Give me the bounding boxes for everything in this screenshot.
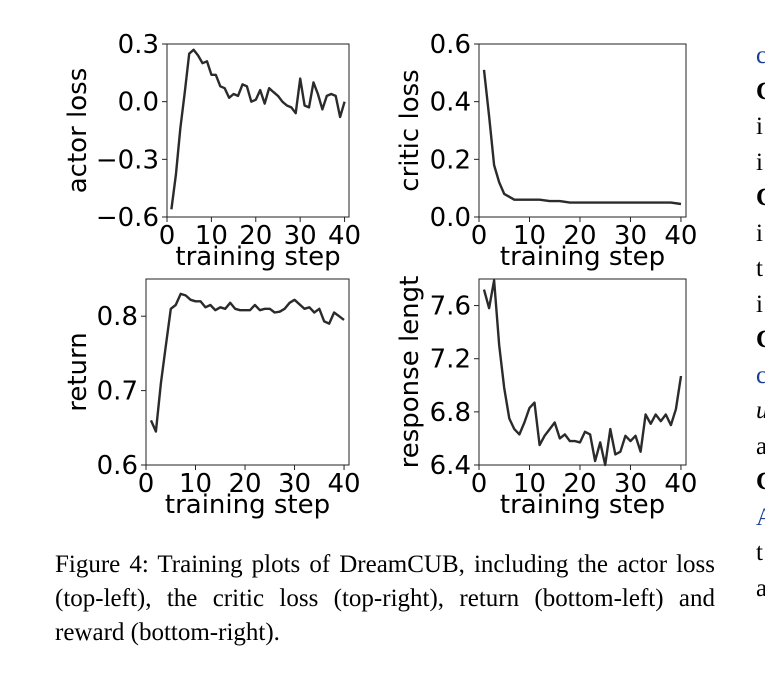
return-xtick-label: 20 bbox=[228, 469, 261, 499]
clipped-text-fragment: i bbox=[756, 219, 763, 247]
clipped-text-fragment: c bbox=[756, 42, 765, 69]
return-series-line bbox=[149, 292, 345, 433]
clipped-text-fragment: a bbox=[756, 432, 765, 460]
critic-xtick-label: 0 bbox=[471, 221, 488, 251]
critic-xtick-label: 20 bbox=[563, 221, 596, 251]
actor-xtick-label: 0 bbox=[159, 221, 176, 251]
return-axes-frame bbox=[145, 278, 350, 466]
actor-ytick-label: −0.3 bbox=[96, 145, 159, 175]
actor-xtick-label: 40 bbox=[328, 221, 361, 251]
actor-ylabel: actor loss bbox=[63, 68, 93, 194]
clipped-text-fragment: C bbox=[756, 74, 765, 110]
clipped-text-fragment: i bbox=[756, 113, 763, 140]
length-xtick-label: 30 bbox=[614, 469, 647, 499]
length-xtick-label: 20 bbox=[563, 469, 596, 499]
clipped-text-fragment: t bbox=[756, 539, 763, 566]
critic-xtick-label: 10 bbox=[513, 221, 546, 251]
clipped-text-fragment: i bbox=[756, 290, 763, 318]
critic-ylabel: critic loss bbox=[395, 69, 425, 191]
clipped-text-fragment: C bbox=[756, 464, 765, 500]
critic-ytick-label: 0.2 bbox=[430, 145, 471, 175]
actor-series-line bbox=[170, 48, 346, 210]
length-xlabel: training step bbox=[500, 490, 665, 520]
clipped-text-fragment: a bbox=[756, 574, 765, 602]
length-ytick-label: 7.2 bbox=[430, 345, 471, 375]
length-ytick-label: 6.4 bbox=[430, 451, 471, 481]
clipped-text-fragment: c bbox=[756, 361, 765, 389]
return-ytick-label: 0.8 bbox=[97, 302, 138, 332]
actor-ytick-label: 0.0 bbox=[118, 88, 159, 118]
return-xlabel: training step bbox=[165, 490, 330, 520]
length-ylabel: response lengt bbox=[395, 276, 425, 469]
return-xtick-label: 10 bbox=[179, 469, 212, 499]
length-xtick-label: 0 bbox=[471, 469, 488, 499]
return-ytick-label: 0.6 bbox=[97, 451, 138, 481]
return-xtick-label: 0 bbox=[138, 469, 155, 499]
return-ylabel: return bbox=[63, 332, 93, 412]
actor-ytick-label: −0.6 bbox=[96, 203, 159, 233]
length-ytick-label: 6.8 bbox=[430, 398, 471, 428]
actor-xtick-label: 30 bbox=[284, 221, 317, 251]
critic-ytick-label: 0.4 bbox=[430, 88, 471, 118]
critic-series-line bbox=[482, 69, 682, 206]
return-xtick-label: 30 bbox=[278, 469, 311, 499]
clipped-text-fragment: A bbox=[756, 500, 765, 536]
length-axes-frame bbox=[478, 278, 687, 466]
actor-xtick-label: 20 bbox=[239, 221, 272, 251]
clipped-text-column: cCiiCitiCcuaCAta bbox=[756, 38, 765, 687]
return-ytick-label: 0.7 bbox=[97, 377, 138, 407]
clipped-text-fragment: u bbox=[756, 393, 765, 429]
length-xtick-label: 10 bbox=[513, 469, 546, 499]
length-series-line bbox=[482, 279, 683, 467]
length-ytick-label: 7.6 bbox=[430, 292, 471, 322]
critic-xtick-label: 30 bbox=[614, 221, 647, 251]
actor-xlabel: training step bbox=[175, 242, 340, 272]
return-xtick-label: 40 bbox=[328, 469, 361, 499]
critic-xlabel: training step bbox=[500, 242, 665, 272]
critic-xtick-label: 40 bbox=[664, 221, 697, 251]
actor-xtick-label: 10 bbox=[195, 221, 228, 251]
critic-ytick-label: 0.6 bbox=[430, 30, 471, 60]
critic-ytick-label: 0.0 bbox=[430, 203, 471, 233]
actor-ytick-label: 0.3 bbox=[118, 30, 159, 60]
clipped-text-fragment: i bbox=[756, 148, 763, 176]
figure-caption: Figure 4: Training plots of DreamCUB, in… bbox=[55, 551, 715, 646]
actor-axes-frame bbox=[166, 43, 350, 218]
clipped-text-fragment: C bbox=[756, 322, 765, 358]
critic-axes-frame bbox=[478, 43, 687, 218]
clipped-text-fragment: t bbox=[756, 255, 763, 282]
clipped-text-fragment: C bbox=[756, 180, 765, 216]
length-xtick-label: 40 bbox=[664, 469, 697, 499]
